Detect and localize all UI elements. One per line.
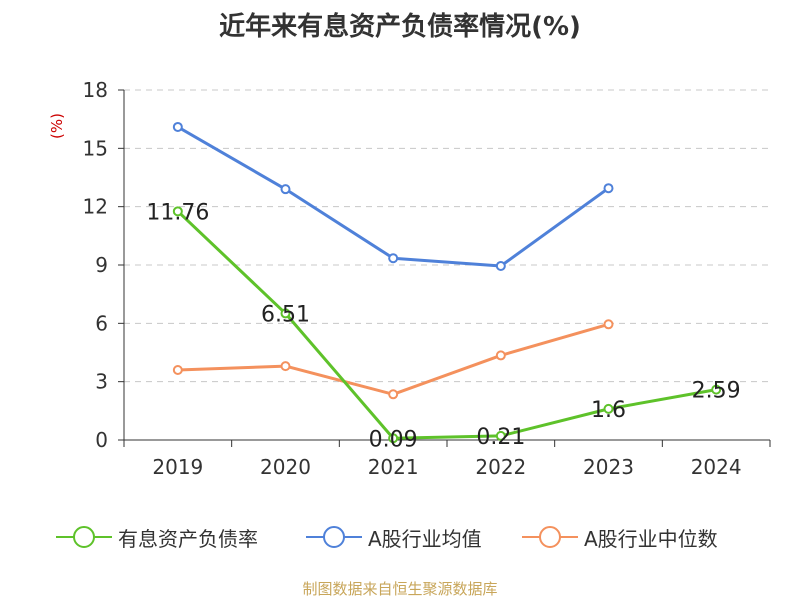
legend-label: A股行业中位数 [584,526,718,551]
data-label: 0.09 [369,427,418,452]
data-point [711,384,722,395]
legend-label: 有息资产负债率 [118,526,258,551]
data-point [603,403,614,414]
data-point [388,253,399,264]
legend-line-icon [56,526,112,548]
legend-item-industry-mean[interactable]: A股行业均值 [306,522,482,552]
data-point [280,361,291,372]
legend-line-icon [306,526,362,548]
x-tick-label: 2022 [475,455,526,479]
y-tick-label: 6 [95,311,108,335]
data-point [603,183,614,194]
data-point [172,206,183,217]
data-point [280,308,291,319]
y-tick-label: 18 [83,78,108,102]
data-point [495,430,506,441]
series-line-2 [177,322,609,396]
data-point [172,365,183,375]
series-line-1 [177,125,610,268]
grid-layer [124,89,770,383]
data-point [495,260,506,271]
data-point [495,350,506,361]
x-tick-label: 2024 [691,455,742,479]
x-tick-label: 2023 [583,455,634,479]
data-point [280,184,291,195]
y-axis-unit-label: (%) [48,113,66,139]
chart-title: 近年来有息资产负债率情况(%) [219,12,581,42]
legend-item-industry-median[interactable]: A股行业中位数 [522,522,718,552]
y-tick-label: 0 [95,428,108,452]
series-line-0 [176,210,717,440]
x-tick-label: 2021 [368,455,419,479]
data-label-layer: 11.76 6.51 0.09 0.21 1.6 2.59 [146,200,740,452]
source-note: 制图数据来自恒生聚源数据库 [302,580,498,598]
data-label: 1.6 [591,398,626,423]
y-tick-label: 15 [83,136,108,160]
legend-item-interest-bearing-debt-ratio[interactable]: 有息资产负债率 [56,522,258,552]
data-label: 11.76 [146,200,209,225]
axis-layer: 0 3 6 9 12 15 18 2019 2020 2021 2022 2023 2024 [83,78,771,479]
x-tick-label: 2019 [152,455,203,479]
data-point [388,389,399,400]
series-layer [172,121,722,444]
y-tick-label: 3 [95,370,108,394]
x-tick-label: 2020 [260,455,311,479]
legend-label: A股行业均值 [368,526,482,551]
legend-line-icon [522,526,578,548]
data-point [172,121,183,132]
data-point [603,319,614,330]
y-tick-label: 9 [95,253,108,277]
data-label: 0.21 [476,425,525,450]
data-point [388,433,399,444]
y-tick-label: 12 [83,195,108,219]
data-label: 2.59 [692,379,741,404]
data-label: 6.51 [261,302,310,327]
